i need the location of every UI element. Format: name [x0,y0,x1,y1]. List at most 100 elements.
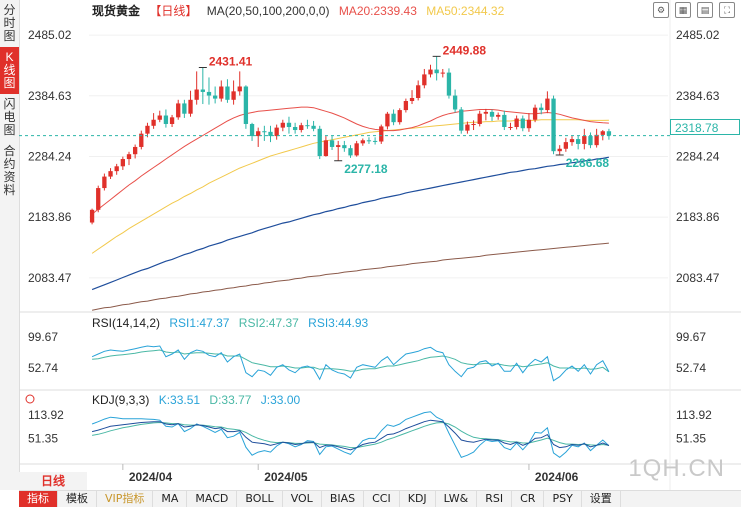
candle-body-58 [446,72,452,96]
rsi-tick-left-0: 99.67 [28,330,58,344]
tab-rsi[interactable]: RSI [477,491,513,507]
candle-body-12 [163,115,169,124]
candle-body-53 [416,85,421,98]
candle-body-17 [194,89,199,100]
candle-body-56 [434,69,439,74]
tab-kline[interactable]: K线图 [0,47,19,94]
settings-icon[interactable]: ⚙ [653,2,669,18]
ma50-value: MA50:2344.32 [426,4,505,18]
candle-body-66 [496,114,501,117]
candle-body-20 [212,95,218,99]
tab-indicator[interactable]: 指标 [19,491,58,507]
candle-body-76 [557,148,562,152]
kdj-tick-right-0: 113.92 [676,408,712,422]
annotation-1: 2449.88 [443,43,487,57]
candle-body-72 [532,107,538,120]
rsi1-value: RSI1:47.37 [169,316,230,330]
candle-body-46 [372,140,378,142]
tab-bias[interactable]: BIAS [322,491,365,507]
tab-lw[interactable]: LW& [436,491,478,507]
tab-vol[interactable]: VOL [283,491,322,507]
ma-params[interactable]: MA(20,50,100,200,0,0) [206,4,330,18]
x-tick-2: 2024/06 [535,470,579,484]
watermark: 1QH.CN [628,455,725,482]
tab-cci[interactable]: CCI [364,491,400,507]
candle-body-14 [176,103,181,118]
ma20-value: MA20:2339.43 [338,4,417,18]
tab-settings[interactable]: 设置 [582,491,621,507]
grid-icon[interactable]: ▦ [675,2,691,18]
rsi-tick-right-1: 52.74 [676,361,706,375]
candle-body-34 [299,125,304,131]
tab-psy[interactable]: PSY [544,491,582,507]
y-tick-left-2: 2284.24 [28,149,72,163]
candle-body-31 [280,122,285,128]
rsi1-line [91,345,610,382]
tab-contract-info[interactable]: 合约资料 [3,144,16,197]
target-icon [25,394,35,404]
candle-body-71 [526,119,532,129]
candle-body-73 [539,107,544,111]
candle-body-81 [588,136,593,146]
tab-cr[interactable]: CR [512,491,545,507]
tab-macd[interactable]: MACD [187,491,238,507]
y-tick-left-0: 2485.02 [28,28,72,42]
candle-body-35 [305,125,310,127]
candle-body-62 [471,123,476,125]
candle-body-75 [551,98,556,152]
tab-timeshare[interactable]: 分时图 [3,3,16,43]
tab-ma[interactable]: MA [153,491,188,507]
layout-icon[interactable]: ▤ [697,2,713,18]
candle-body-6 [126,154,132,160]
candle-body-44 [360,140,365,144]
tab-template[interactable]: 模板 [58,491,97,507]
kdj-name[interactable]: KDJ(9,3,3) [92,393,150,407]
fullscreen-icon[interactable]: ⛶ [719,2,735,18]
kdj-j-value: J:33.00 [260,393,301,407]
candle-body-3 [108,171,113,177]
candle-body-51 [403,101,409,111]
candle-body-45 [366,140,372,142]
candle-body-61 [465,124,470,131]
current-price-tag: 2318.78 [670,119,740,135]
candle-body-8 [139,133,144,147]
y-tick-right-3: 2183.86 [676,210,720,224]
candle-body-47 [379,126,384,142]
candle-body-79 [576,139,581,144]
candle-body-29 [268,131,273,137]
candle-body-68 [508,127,513,129]
candle-body-82 [594,134,599,146]
candle-body-25 [243,86,249,124]
candle-body-78 [569,139,575,143]
kdj-k-line [91,419,610,451]
period-label-header[interactable]: 【日线】 [149,4,198,18]
candle-body-13 [169,117,175,124]
candle-body-16 [188,99,193,114]
candle-body-50 [397,110,402,123]
candle-body-28 [262,131,267,133]
rsi-tick-left-1: 52.74 [28,361,58,375]
kdj-k-value: K:33.51 [158,393,201,407]
rsi2-value: RSI2:47.37 [238,316,299,330]
candle-body-22 [225,86,230,100]
candle-body-9 [145,125,150,134]
tab-boll[interactable]: BOLL [237,491,283,507]
candle-body-30 [274,127,279,137]
candle-body-69 [514,118,519,128]
candle-body-63 [477,113,482,124]
instrument-name: 现货黄金 [92,4,141,18]
tab-flash-chart[interactable]: 闪电图 [3,97,16,137]
candle-body-60 [459,109,464,131]
annotation-2: 2277.18 [344,162,388,176]
y-tick-left-3: 2183.86 [28,210,72,224]
tab-kdj[interactable]: KDJ [400,491,436,507]
indicator-tab-bar: 指标 模板 VIP指标 MA MACD BOLL VOL BIAS CCI KD… [19,490,741,507]
candle-body-38 [323,140,329,157]
period-selector[interactable]: 日线 [19,472,87,490]
candle-body-10 [151,119,156,126]
candle-body-65 [489,111,495,117]
tab-vip-indicator[interactable]: VIP指标 [97,491,154,507]
candle-body-4 [114,166,119,172]
rsi-name[interactable]: RSI(14,14,2) [92,316,161,330]
